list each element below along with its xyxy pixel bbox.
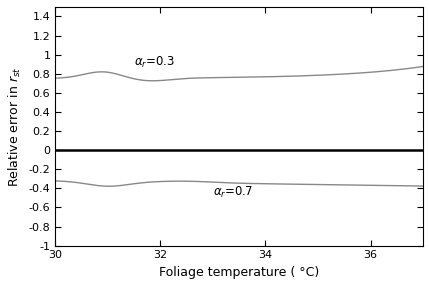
Y-axis label: Relative error in $r_{st}$: Relative error in $r_{st}$ bbox=[7, 66, 23, 186]
X-axis label: Foliage temperature ( °C): Foliage temperature ( °C) bbox=[159, 266, 319, 279]
Text: $\alpha_r$=0.7: $\alpha_r$=0.7 bbox=[213, 185, 253, 200]
Text: $\alpha_r$=0.3: $\alpha_r$=0.3 bbox=[134, 55, 175, 70]
